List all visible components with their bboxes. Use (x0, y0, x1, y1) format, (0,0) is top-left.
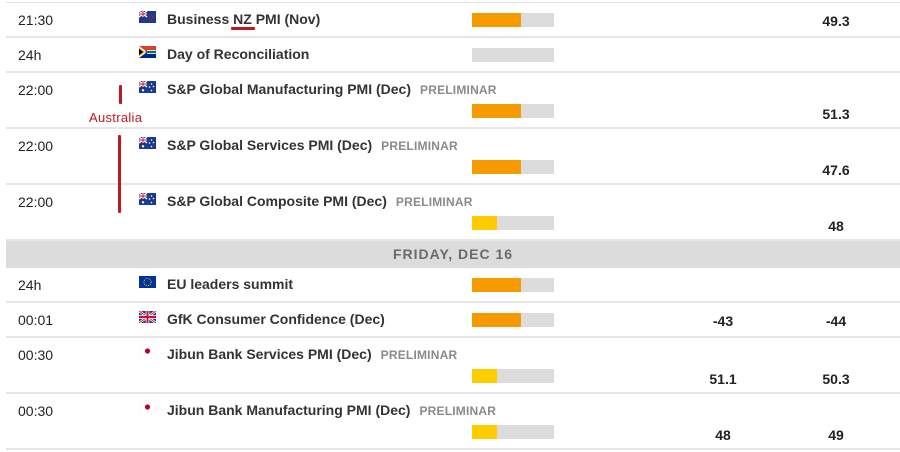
event-row[interactable]: 00:30 Jibun Bank Services PMI (Dec) PRELI… (6, 338, 900, 394)
impact-fill-high (472, 278, 522, 292)
previous-value: 47.6 (822, 162, 850, 178)
event-title[interactable]: S&P Global Manufacturing PMI (Dec) PRELIM… (167, 81, 497, 97)
preliminary-tag: PRELIMINAR (419, 404, 497, 418)
event-time: 22:00 (18, 194, 54, 210)
impact-bar (472, 48, 554, 62)
new-zealand-flag-icon (139, 11, 156, 23)
event-title[interactable]: Jibun Bank Services PMI (Dec) PRELIMINAR (167, 346, 458, 362)
event-row[interactable]: 22:00 S&P Global Composite PMI (Dec) PREL… (6, 185, 900, 241)
previous-value: 48 (828, 218, 844, 234)
previous-value: 49 (828, 427, 844, 443)
uk-flag-icon (139, 311, 156, 323)
forecast-value: 48 (715, 427, 731, 443)
economic-calendar-table: 21:30 Business NZ PMI (Nov) 49.3 24h Day… (6, 2, 900, 450)
nz-underline-annotation (231, 27, 255, 30)
event-time: 22:00 (18, 138, 54, 154)
impact-bar (472, 216, 554, 230)
impact-fill-high (472, 13, 522, 27)
event-row[interactable]: 21:30 Business NZ PMI (Nov) 49.3 (6, 3, 900, 38)
event-time: 21:30 (18, 12, 54, 28)
impact-fill-high (472, 160, 522, 174)
impact-bar (472, 278, 554, 292)
japan-flag-icon (139, 402, 156, 414)
previous-value: -44 (825, 313, 847, 329)
impact-bar (472, 425, 554, 439)
event-title[interactable]: S&P Global Services PMI (Dec) PRELIMINAR (167, 137, 458, 153)
australia-flag-icon (139, 137, 156, 149)
south-africa-flag-icon (139, 46, 156, 58)
event-row[interactable]: 24h EU leaders summit (6, 268, 900, 303)
impact-fill-high (472, 313, 522, 327)
event-time: 22:00 (18, 82, 54, 98)
forecast-value: -43 (712, 313, 734, 329)
preliminary-tag: PRELIMINAR (381, 139, 458, 153)
event-title[interactable]: Business NZ PMI (Nov) (167, 11, 321, 27)
day-header: FRIDAY, DEC 16 (6, 241, 900, 268)
event-time: 24h (18, 47, 42, 63)
impact-bar (472, 13, 554, 27)
impact-bar (472, 369, 554, 383)
event-time: 00:30 (18, 347, 54, 363)
event-title[interactable]: S&P Global Composite PMI (Dec) PRELIMINAR (167, 193, 473, 209)
event-title[interactable]: Jibun Bank Manufacturing PMI (Dec) PRELIM… (167, 402, 497, 418)
australia-bracket-line-top (119, 85, 122, 104)
event-time: 00:30 (18, 403, 54, 419)
impact-fill-high (472, 104, 522, 118)
japan-flag-icon (139, 346, 156, 358)
previous-value: 51.3 (822, 106, 850, 122)
previous-value: 49.3 (822, 13, 850, 29)
event-row[interactable]: 22:00 S&P Global Services PMI (Dec) PRELI… (6, 129, 900, 185)
event-time: 00:01 (18, 312, 54, 328)
preliminary-tag: PRELIMINAR (420, 83, 497, 97)
impact-bar (472, 104, 554, 118)
preliminary-tag: PRELIMINAR (380, 348, 458, 362)
impact-fill-medium (472, 216, 497, 230)
event-row[interactable]: 24h Day of Reconciliation (6, 38, 900, 73)
impact-fill-medium (472, 369, 497, 383)
event-title[interactable]: Day of Reconciliation (167, 46, 310, 62)
previous-value: 50.3 (822, 371, 850, 387)
event-time: 24h (18, 277, 42, 293)
event-title[interactable]: EU leaders summit (167, 276, 294, 292)
australia-flag-icon (139, 81, 156, 93)
impact-bar (472, 160, 554, 174)
impact-bar (472, 313, 554, 327)
event-row[interactable]: 00:01 GfK Consumer Confidence (Dec) -43 … (6, 303, 900, 338)
australia-bracket-line-bottom (118, 135, 121, 213)
event-row[interactable]: 00:30 Jibun Bank Manufacturing PMI (Dec)… (6, 394, 900, 450)
australia-flag-icon (139, 193, 156, 205)
eu-flag-icon (139, 276, 156, 288)
impact-fill-medium (472, 425, 497, 439)
event-row[interactable]: 22:00 S&P Global Manufacturing PMI (Dec)… (6, 73, 900, 129)
forecast-value: 51.1 (709, 371, 737, 387)
australia-annotation-label: Australia (89, 110, 143, 125)
event-title[interactable]: GfK Consumer Confidence (Dec) (167, 311, 385, 327)
preliminary-tag: PRELIMINAR (395, 195, 473, 209)
